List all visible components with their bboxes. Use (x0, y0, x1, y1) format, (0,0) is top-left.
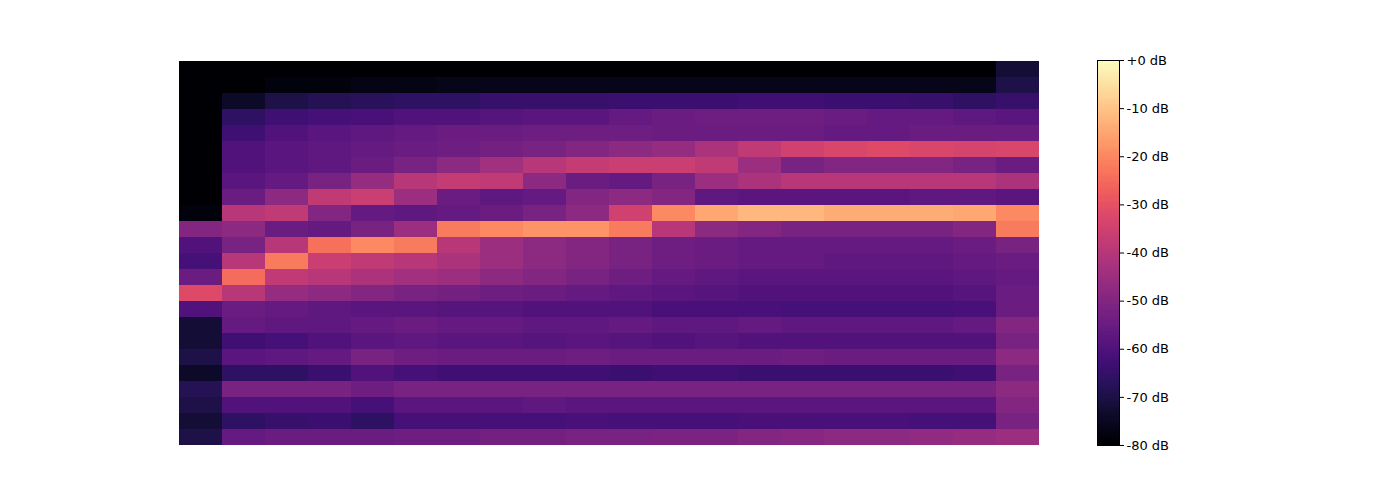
svg-text:-30 dB: -30 dB (1127, 197, 1170, 212)
svg-text:-70 dB: -70 dB (1127, 390, 1170, 405)
svg-text:-40 dB: -40 dB (1127, 245, 1170, 260)
svg-text:-10 dB: -10 dB (1127, 101, 1170, 116)
svg-text:+0 dB: +0 dB (1127, 53, 1167, 68)
svg-text:-80 dB: -80 dB (1127, 438, 1170, 453)
svg-text:-60 dB: -60 dB (1127, 341, 1170, 356)
svg-text:-20 dB: -20 dB (1127, 149, 1170, 164)
svg-text:-50 dB: -50 dB (1127, 293, 1170, 308)
